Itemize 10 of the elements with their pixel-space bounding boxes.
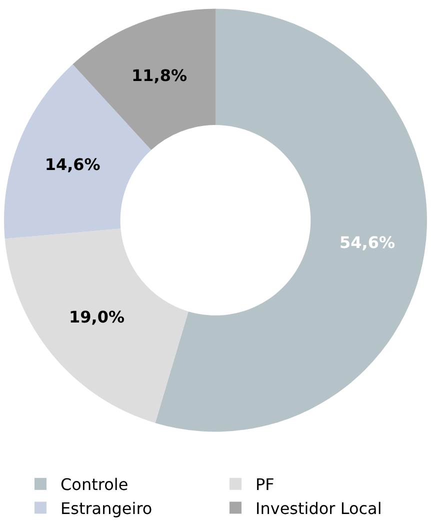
donut-slice <box>4 228 188 423</box>
legend-label: Investidor Local <box>256 498 382 518</box>
data-label: 14,6% <box>44 155 100 174</box>
donut-slice <box>72 8 216 150</box>
data-label: 54,6% <box>339 232 395 252</box>
data-label: 19,0% <box>68 308 124 327</box>
legend-label: PF <box>256 475 274 494</box>
data-label: 11,8% <box>131 66 188 86</box>
legend-label: Controle <box>60 475 128 494</box>
legend-label: Estrangeiro <box>60 498 152 518</box>
